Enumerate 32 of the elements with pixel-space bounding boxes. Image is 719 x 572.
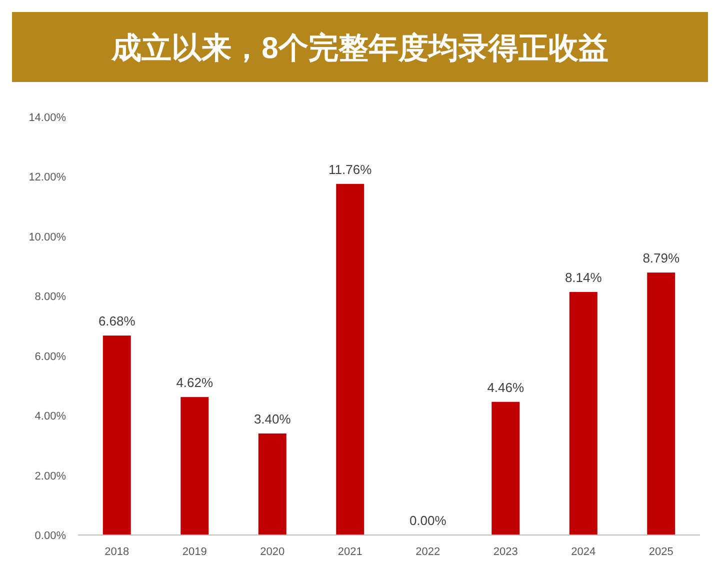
y-tick-label: 2.00% bbox=[34, 470, 66, 482]
bar bbox=[180, 397, 209, 535]
y-tick-label: 14.00% bbox=[28, 112, 66, 124]
x-tick-label: 2023 bbox=[493, 546, 518, 558]
x-tick-label: 2019 bbox=[182, 546, 207, 558]
y-tick-label: 6.00% bbox=[34, 350, 66, 363]
bar bbox=[492, 402, 520, 535]
y-tick-label: 0.00% bbox=[34, 530, 66, 542]
data-label: 6.68% bbox=[98, 314, 136, 329]
x-tick-label: 2021 bbox=[338, 546, 362, 558]
bar bbox=[336, 184, 364, 535]
y-tick-label: 10.00% bbox=[28, 231, 66, 244]
data-label: 0.00% bbox=[409, 513, 447, 528]
x-tick-label: 2024 bbox=[571, 546, 596, 558]
bar bbox=[569, 292, 598, 535]
bar bbox=[647, 272, 676, 535]
bar bbox=[258, 433, 286, 535]
data-label: 8.79% bbox=[642, 250, 680, 266]
y-tick-label: 12.00% bbox=[28, 172, 66, 184]
x-tick-label: 2022 bbox=[416, 546, 440, 558]
data-label: 11.76% bbox=[328, 162, 372, 177]
x-tick-label: 2025 bbox=[648, 546, 674, 558]
data-label: 8.14% bbox=[564, 270, 602, 285]
data-label: 4.46% bbox=[487, 380, 524, 395]
x-tick-label: 2020 bbox=[260, 546, 285, 558]
bar bbox=[102, 336, 131, 535]
y-tick-label: 8.00% bbox=[34, 291, 66, 304]
y-tick-label: 4.00% bbox=[34, 410, 66, 423]
data-label: 3.40% bbox=[254, 411, 292, 426]
chart-title: 成立以来，8个完整年度均录得正收益 bbox=[110, 31, 608, 65]
data-label: 4.62% bbox=[176, 375, 214, 390]
x-tick-label: 2018 bbox=[104, 546, 130, 558]
